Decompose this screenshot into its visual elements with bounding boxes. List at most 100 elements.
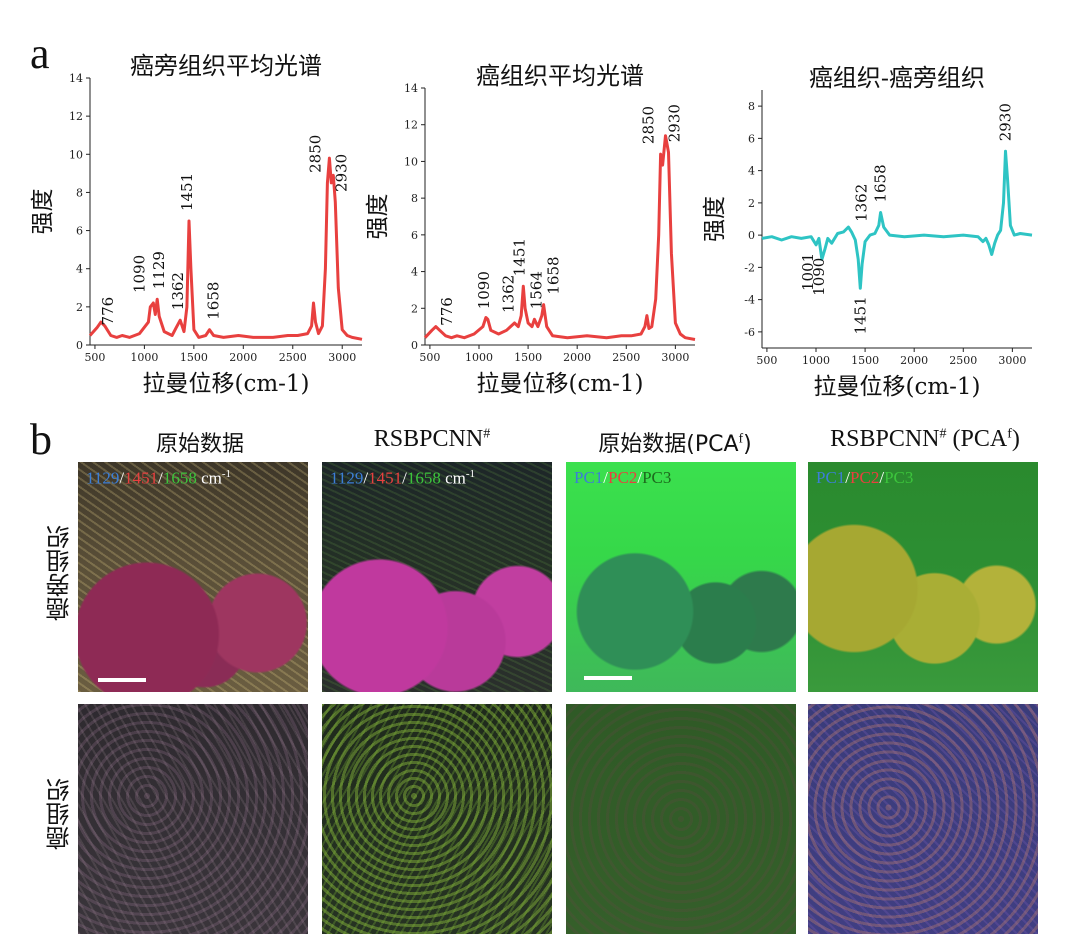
legend-segment: 1451 — [368, 468, 403, 488]
legend-segment: 1451 — [124, 468, 159, 488]
x-axis-label: 拉曼位移(cm-1) — [813, 374, 980, 400]
peak-label: 2930 — [996, 103, 1014, 141]
x-tick-label: 2000 — [229, 351, 257, 364]
y-tick-label: -6 — [744, 326, 755, 339]
x-tick-label: 1500 — [514, 351, 542, 364]
tile-legend: 1129/1451/1658 cm-1 — [86, 468, 231, 489]
legend-segment: 1129 — [330, 468, 364, 488]
row-label-cancer: 癌组织 — [46, 778, 74, 850]
x-tick-label: 1000 — [802, 354, 830, 367]
y-tick-label: 2 — [411, 302, 418, 315]
y-tick-label: 8 — [748, 100, 755, 113]
col-title-rsbpcnn-pca: RSBPCNN# (PCAf) — [830, 426, 1020, 452]
tile-paracancer-rsbpcnn-pca: PC1/PC2/PC3 — [808, 462, 1038, 692]
y-tick-label: 0 — [411, 339, 418, 352]
legend-segment: / — [363, 468, 369, 488]
panel-a-label: a — [30, 29, 50, 78]
chart-title: 癌旁组织平均光谱 — [130, 52, 322, 80]
y-tick-label: 4 — [411, 266, 418, 279]
peak-label: 1658 — [204, 282, 222, 320]
peak-label: 1451 — [510, 238, 528, 276]
peak-label: 1090 — [810, 258, 828, 296]
scale-bar — [98, 678, 146, 682]
y-tick-label: 8 — [76, 186, 83, 199]
tile-paracancer-raw-pca: PC1/PC2/PC3 — [566, 462, 796, 692]
legend-segment: cm — [196, 468, 222, 488]
peak-label: 1090 — [475, 271, 493, 309]
legend-segment: PC2 — [850, 468, 880, 487]
peak-label: 1129 — [150, 251, 168, 289]
x-tick-label: 3000 — [661, 351, 689, 364]
spectrum-line — [423, 134, 696, 341]
x-tick-label: 1500 — [851, 354, 879, 367]
y-axis-label: 强度 — [365, 194, 391, 240]
x-tick-label: 500 — [84, 351, 105, 364]
peak-label: 1362 — [853, 184, 871, 222]
y-tick-label: 4 — [748, 165, 755, 178]
x-tick-label: 1000 — [130, 351, 158, 364]
peak-label: 1001 — [799, 253, 817, 291]
peak-label: 1362 — [169, 272, 187, 310]
y-axis-label: 强度 — [702, 196, 728, 242]
x-tick-label: 1500 — [180, 351, 208, 364]
legend-segment: PC1 — [574, 468, 604, 487]
legend-segment: / — [119, 468, 125, 488]
tile-cancer-rsbpcnn — [322, 704, 552, 934]
legend-segment: PC3 — [884, 468, 914, 487]
y-tick-label: -2 — [744, 261, 755, 274]
legend-segment: / — [637, 468, 643, 487]
y-tick-label: 12 — [404, 119, 418, 132]
peak-label: 1090 — [130, 255, 148, 293]
legend-segment: / — [158, 468, 163, 488]
legend-segment: 1129 — [86, 468, 120, 488]
y-tick-label: 0 — [76, 339, 83, 352]
panel-b-label: b — [30, 415, 52, 464]
legend-segment: 1658 — [162, 468, 197, 488]
legend-segment: cm — [440, 468, 466, 488]
legend-segment: / — [402, 468, 407, 488]
y-tick-label: 14 — [69, 72, 83, 85]
peak-label: 776 — [438, 297, 456, 326]
y-tick-label: 4 — [76, 263, 83, 276]
y-tick-label: 2 — [748, 197, 755, 210]
chart-title: 癌组织-癌旁组织 — [809, 64, 985, 92]
tile-cancer-rsbpcnn-pca — [808, 704, 1038, 934]
peak-label: 2930 — [665, 104, 683, 142]
legend-segment: / — [603, 468, 609, 487]
peak-label: 2850 — [306, 135, 324, 173]
tile-paracancer-rsbpcnn: 1129/1451/1658 cm-1 — [322, 462, 552, 692]
legend-segment: -1 — [221, 468, 232, 480]
y-tick-label: 6 — [411, 229, 418, 242]
peak-label: 1564 — [527, 271, 545, 309]
x-axis-label: 拉曼位移(cm-1) — [476, 371, 643, 397]
tile-cancer-raw-pca — [566, 704, 796, 934]
y-tick-label: 6 — [76, 225, 83, 238]
legend-segment: -1 — [465, 468, 476, 480]
x-tick-label: 2000 — [563, 351, 591, 364]
x-tick-label: 3000 — [328, 351, 356, 364]
y-tick-label: -4 — [744, 294, 755, 307]
col-title-raw-pca: 原始数据(PCAf) — [598, 431, 752, 457]
y-tick-label: 0 — [748, 229, 755, 242]
legend-segment: PC1 — [816, 468, 846, 487]
col-title-rsbpcnn: RSBPCNN# — [373, 426, 491, 452]
tile-paracancer-raw: 1129/1451/1658 cm-1 — [78, 462, 308, 692]
legend-segment: / — [845, 468, 851, 487]
row-label-paracancer: 癌旁组织 — [46, 525, 74, 621]
legend-segment: / — [879, 468, 885, 487]
x-tick-label: 3000 — [998, 354, 1026, 367]
peak-label: 1451 — [851, 296, 869, 334]
legend-segment: 1658 — [406, 468, 441, 488]
tile-cancer-raw — [78, 704, 308, 934]
y-tick-label: 10 — [404, 155, 418, 168]
x-tick-label: 500 — [756, 354, 777, 367]
tile-legend: 1129/1451/1658 cm-1 — [330, 468, 475, 489]
x-tick-label: 1000 — [465, 351, 493, 364]
x-tick-label: 2000 — [900, 354, 928, 367]
peak-label: 1451 — [178, 173, 196, 211]
y-tick-label: 12 — [69, 110, 83, 123]
spectrum-line — [88, 156, 363, 341]
scale-bar — [584, 676, 632, 680]
chart-title: 癌组织平均光谱 — [476, 62, 644, 90]
